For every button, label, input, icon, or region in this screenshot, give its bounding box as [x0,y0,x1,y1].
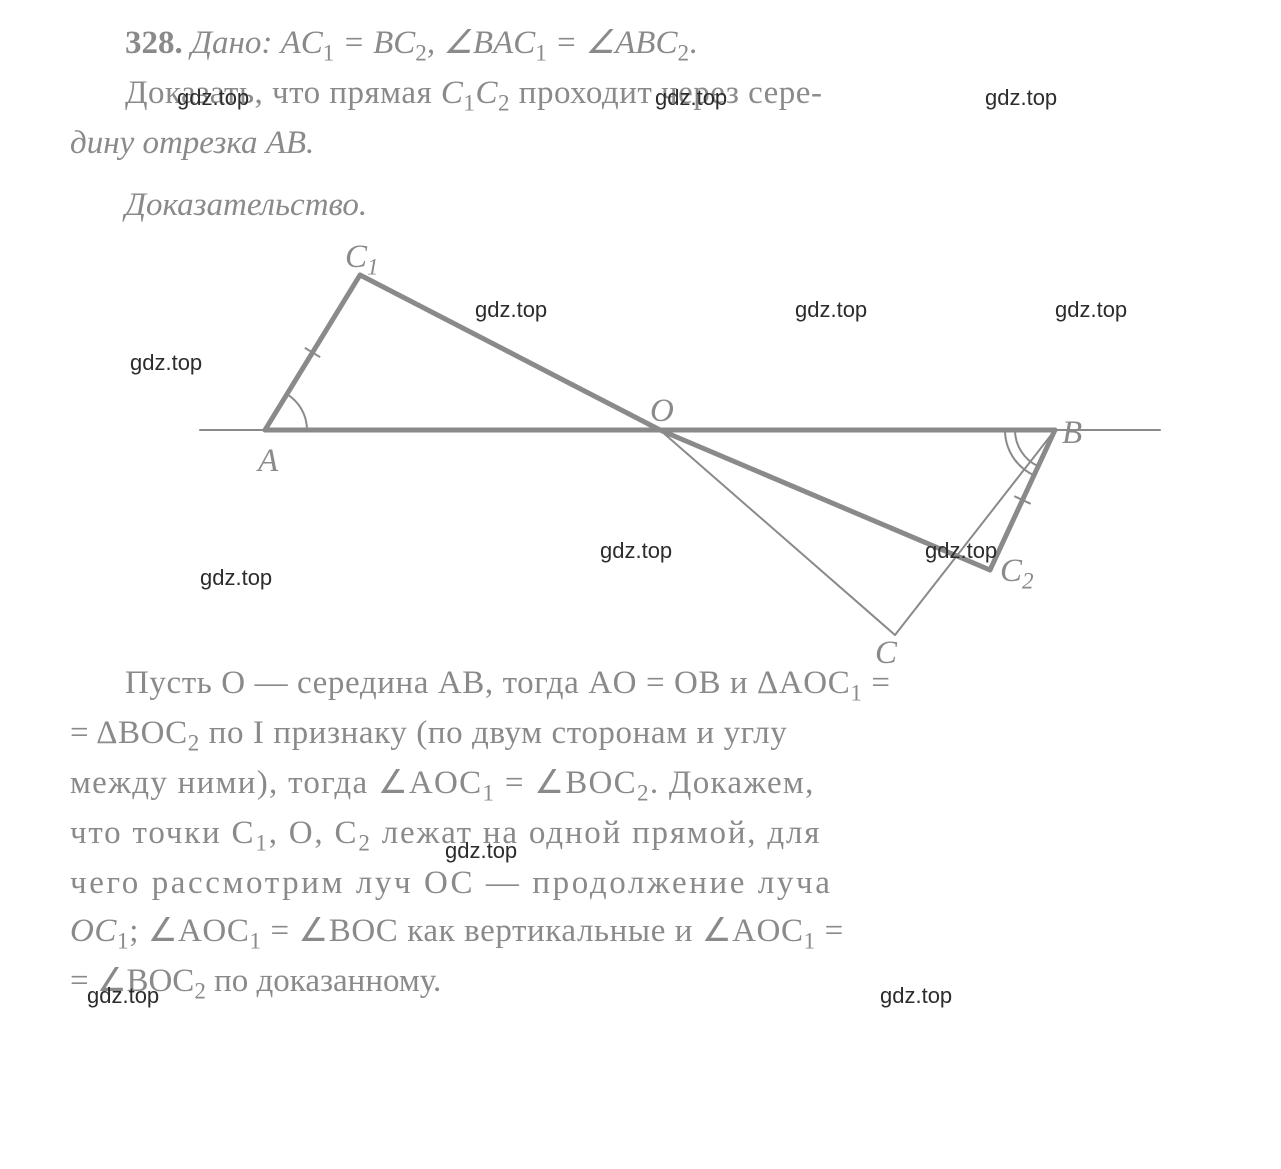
prove-1c: C [475,75,498,111]
proof-title: Доказательство. [70,182,1231,230]
sub-5: 1 [463,90,475,116]
body-6: OC1; ∠AOC1 = ∠BOC как вертикальные и ∠AO… [70,908,1231,958]
body-7: = ∠BOC2 по доказанному. [70,958,1231,1008]
given-3: , ∠BAC [427,25,535,61]
label-b: B [1062,410,1082,458]
given-1: AC [281,25,323,61]
prove-line2: дину отрезка AB. [70,120,1231,168]
given-2: = BC [334,25,415,61]
body-4: что точки C1, O, C2 лежат на одной прямо… [70,810,1231,860]
body-1: Пусть О — середина AB, тогда AO = OB и Δ… [70,660,1231,710]
label-c2: C2 [1000,548,1034,598]
body-3: между ними), тогда ∠AOC1 = ∠BOC2. Докаже… [70,760,1231,810]
diagram-svg [70,240,1230,660]
label-c1: C1 [345,234,379,284]
label-a: A [258,438,278,486]
sub-1: 1 [323,40,335,66]
label-c: C [875,630,897,678]
body-5: чего рассмотрим луч OC — продолжение луч… [70,860,1231,908]
given-line: 328. Дано: AC1 = BC2, ∠BAC1 = ∠ABC2. [70,20,1231,70]
label-o: O [650,388,674,436]
given-label: Дано: [191,25,272,61]
prove-2: дину отрезка AB. [70,125,314,161]
given-4: = ∠ABC [547,25,678,61]
sub-2: 2 [415,40,427,66]
page: 328. Дано: AC1 = BC2, ∠BAC1 = ∠ABC2. Док… [0,0,1281,1028]
body-2: = ΔBOC2 по I признаку (по двум сторонам … [70,710,1231,760]
prove-1a: Доказать, что прямая [125,75,441,111]
given-5: . [689,25,697,61]
prove-1b: C [441,75,464,111]
prove-line1: Доказать, что прямая C1C2 проходит через… [70,70,1231,120]
sub-3: 1 [535,40,547,66]
problem-number: 328. [125,25,183,61]
sub-4: 2 [677,40,689,66]
sub-6: 2 [498,90,510,116]
diagram: A B O C1 C2 C [70,240,1231,660]
prove-1d: проходит через сере- [510,75,822,111]
